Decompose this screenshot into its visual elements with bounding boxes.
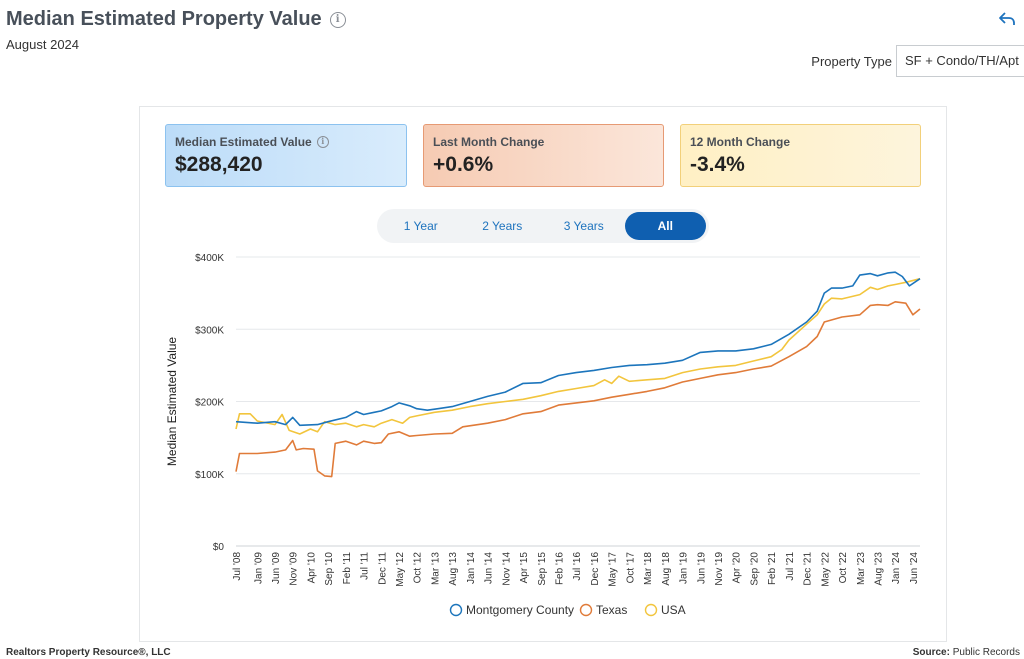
x-tick-label: May '22 (820, 552, 831, 587)
stat-median-estimated-value: Median Estimated Value i $288,420 (165, 124, 407, 187)
line-chart: $0 $100K $200K $300K $400K Median Estimated V… (165, 253, 921, 617)
footer-copyright: Realtors Property Resource®, LLC (6, 647, 171, 658)
x-tick-label: Aug '18 (661, 552, 672, 586)
x-tick-label: Mar '13 (430, 552, 441, 585)
x-tick-label: Oct '22 (838, 552, 849, 584)
series-line-montgomery-county (235, 271, 921, 427)
x-tick-label: Feb '16 (555, 552, 566, 585)
legend-label: Texas (596, 603, 627, 617)
x-tick-label: Jul '08 (232, 552, 243, 581)
stat-label: 12 Month Change (690, 135, 791, 149)
share-back-icon[interactable] (998, 10, 1016, 28)
legend-label: Montgomery County (466, 603, 574, 617)
y-tick-label: $400K (195, 253, 224, 264)
info-icon[interactable]: i (316, 136, 329, 148)
x-tick-label: Apr '20 (732, 552, 743, 584)
x-tick-label: May '17 (608, 552, 619, 587)
x-tick-label: Aug '13 (448, 552, 459, 586)
legend-label: USA (661, 603, 686, 617)
x-tick-label: Sep '15 (537, 552, 548, 586)
source-label: Source: (912, 647, 950, 658)
x-tick-label: Nov '09 (289, 552, 300, 586)
y-axis-label: Median Estimated Value (165, 337, 179, 467)
y-tick-label: $100K (195, 470, 224, 481)
tab-2-years[interactable]: 2 Years (482, 219, 523, 233)
x-tick-label: Apr '15 (519, 552, 530, 584)
x-tick-label: Jul '16 (572, 552, 583, 581)
property-type-select[interactable]: SF + Condo/TH/Apt (896, 45, 1024, 77)
stat-value: +0.6% (433, 153, 494, 176)
x-tick-label: Oct '17 (625, 552, 636, 584)
y-tick-label: $300K (195, 325, 224, 336)
page-title-text: Median Estimated Property Value (6, 8, 322, 30)
x-tick-label: Jun '24 (909, 552, 920, 584)
x-tick-label: Aug '23 (873, 552, 884, 586)
x-tick-label: May '12 (395, 552, 406, 587)
footer-source: Source: Public Records (913, 647, 1020, 658)
x-tick-label: Jan '24 (891, 552, 902, 584)
legend-marker (579, 603, 593, 617)
x-tick-label: Nov '14 (501, 552, 512, 586)
y-tick-label: $0 (213, 542, 225, 553)
stat-label: Median Estimated Value (175, 135, 312, 149)
x-tick-label: Jul '11 (360, 552, 371, 580)
x-tick-label: Feb '21 (767, 552, 778, 585)
x-tick-label: Mar '23 (856, 552, 867, 585)
page-title: Median Estimated Property Value i (6, 8, 346, 31)
stat-label: Last Month Change (433, 135, 545, 149)
stat-value: -3.4% (690, 153, 745, 176)
tab-all[interactable]: All (624, 212, 706, 240)
x-tick-label: Dec '21 (803, 552, 814, 586)
chart-card: Median Estimated Value i $288,420 Last M… (139, 106, 947, 642)
series-line-texas (235, 301, 921, 478)
x-tick-label: Feb '11 (342, 552, 353, 585)
x-tick-label: Jun '09 (271, 552, 282, 584)
x-tick-label: Jan '14 (466, 552, 477, 584)
time-range-tabs: 1 Year 2 Years 3 Years All (377, 209, 709, 243)
series-line-usa (235, 277, 921, 435)
y-tick-label: $200K (195, 398, 224, 409)
stat-value: $288,420 (175, 153, 263, 176)
x-tick-label: Mar '18 (643, 552, 654, 585)
x-tick-label: Oct '12 (413, 552, 424, 584)
x-tick-label: Jun '14 (484, 552, 495, 584)
stat-12-month-change: 12 Month Change -3.4% (680, 124, 921, 187)
legend-marker (449, 603, 463, 617)
x-tick-label: Dec '16 (590, 552, 601, 586)
x-tick-label: Sep '10 (324, 552, 335, 586)
tab-3-years[interactable]: 3 Years (563, 219, 604, 233)
page-header: Median Estimated Property Value i August… (6, 8, 346, 52)
x-tick-label: Apr '10 (306, 552, 317, 584)
info-icon[interactable]: i (329, 11, 346, 28)
x-tick-label: Jun '19 (696, 552, 707, 584)
page-subtitle: August 2024 (6, 37, 80, 52)
property-type-label: Property Type (811, 53, 892, 69)
x-tick-label: Sep '20 (749, 552, 760, 586)
x-tick-label: Jan '19 (679, 552, 690, 584)
x-tick-label: Jan '09 (253, 552, 264, 584)
x-tick-label: Jul '21 (785, 552, 796, 581)
stat-last-month-change: Last Month Change +0.6% (423, 124, 664, 187)
property-type-control: Property Type SF + Condo/TH/Apt (811, 45, 1024, 77)
tab-1-year[interactable]: 1 Year (403, 219, 438, 233)
legend-marker (644, 603, 658, 617)
source-value: Public Records (952, 647, 1020, 658)
x-tick-label: Nov '19 (714, 552, 725, 586)
x-tick-label: Dec '11 (377, 552, 388, 585)
